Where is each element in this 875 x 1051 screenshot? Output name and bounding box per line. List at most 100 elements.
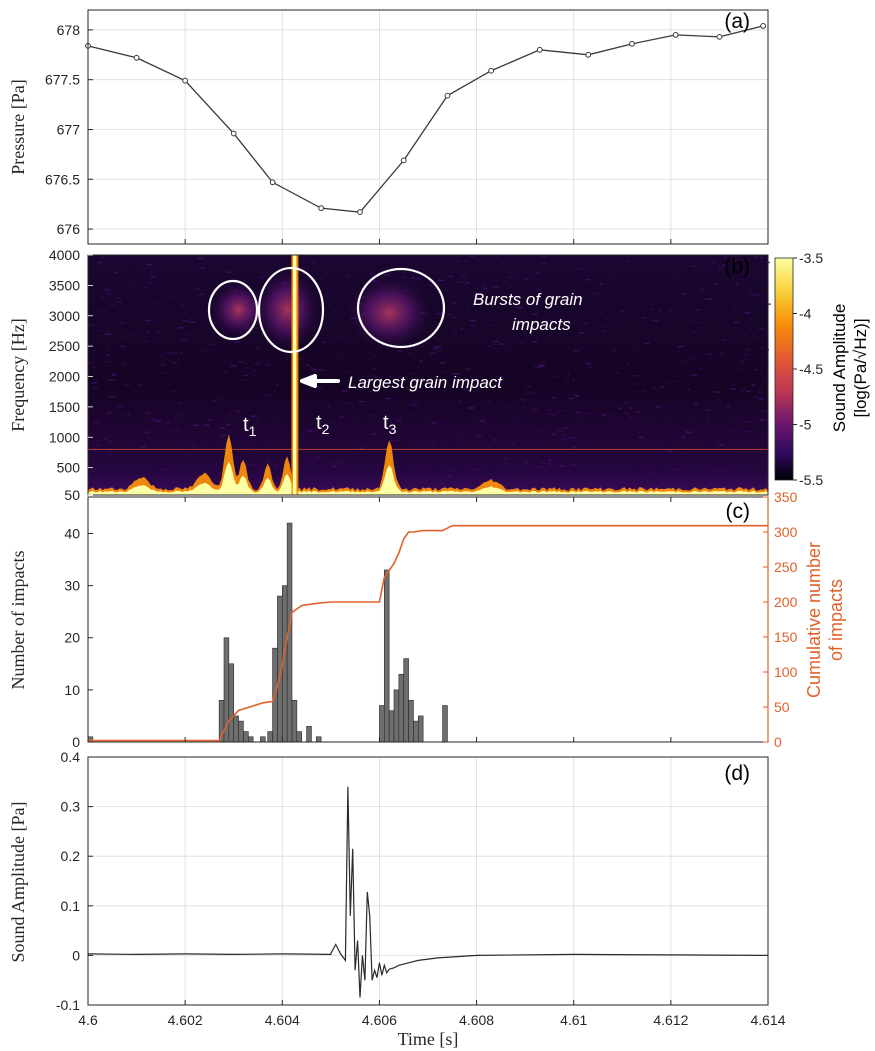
spectrogram-noise xyxy=(421,378,425,380)
spectrogram-noise xyxy=(234,341,240,344)
spectrogram-noise xyxy=(459,442,463,444)
spectrogram-noise xyxy=(720,338,726,341)
spectrogram-noise xyxy=(579,378,585,381)
spectrogram-noise xyxy=(464,460,471,462)
spectrogram-noise xyxy=(413,426,418,429)
spectrogram-noise xyxy=(575,418,580,420)
spectrogram-noise xyxy=(172,457,179,460)
spectrogram-noise xyxy=(184,442,191,445)
spectrogram-noise xyxy=(675,406,680,409)
spectrogram-noise xyxy=(179,414,185,416)
impact-bar xyxy=(398,673,405,743)
spectrogram-noise xyxy=(756,466,763,469)
spectrogram-noise xyxy=(524,278,528,281)
panel-c-ytick-label: 10 xyxy=(64,682,80,698)
spectrogram-noise xyxy=(346,274,352,277)
spectrogram-noise xyxy=(178,257,185,260)
spectrogram-noise xyxy=(557,410,565,412)
spectrogram-noise xyxy=(509,369,516,372)
spectrogram-noise xyxy=(177,294,184,297)
spectrogram-noise xyxy=(329,369,335,372)
spectrogram-noise xyxy=(537,466,544,468)
spectrogram-noise xyxy=(474,468,481,471)
spectrogram-noise xyxy=(482,427,486,429)
spectrogram-noise xyxy=(432,422,436,425)
spectrogram-noise xyxy=(411,405,416,407)
spectrogram-noise xyxy=(686,283,690,285)
spectrogram-noise xyxy=(622,316,628,318)
spectrogram-noise xyxy=(730,366,735,368)
spectrogram-noise xyxy=(117,301,124,303)
spectrogram-noise xyxy=(716,343,723,346)
spectrogram-noise xyxy=(516,282,520,284)
spectrogram-noise xyxy=(282,365,287,368)
spectrogram-noise xyxy=(519,419,526,422)
spectrogram-noise xyxy=(696,380,699,382)
spectrogram-noise xyxy=(532,380,540,383)
impact-bar xyxy=(228,663,235,743)
spectrogram-noise xyxy=(371,374,375,376)
spectrogram-noise xyxy=(366,454,370,457)
spectrogram-noise xyxy=(332,310,337,312)
spectrogram-noise xyxy=(588,366,593,368)
spectrogram-noise xyxy=(668,310,672,312)
panel-c-y2tick-label: 300 xyxy=(774,524,798,540)
spectrogram-noise xyxy=(726,406,730,408)
panel-c-ylabel: Number of impacts xyxy=(8,551,28,690)
impact-bar xyxy=(233,715,239,743)
spectrogram-noise xyxy=(122,255,126,258)
spectrogram-noise xyxy=(117,428,125,430)
spectrogram-noise xyxy=(180,304,185,306)
panel-b-frame xyxy=(87,254,769,496)
spectrogram-noise xyxy=(242,379,248,381)
spectrogram-noise xyxy=(607,340,610,342)
spectrogram-low-energy xyxy=(88,434,768,495)
pressure-point xyxy=(133,54,140,61)
spectrogram-noise xyxy=(506,349,511,352)
spectrogram-noise xyxy=(305,364,309,366)
panel-d-ytick-label: 0 xyxy=(72,947,80,963)
spectrogram-noise xyxy=(500,397,507,399)
panel-b-label: (b) xyxy=(724,255,750,278)
spectrogram-noise xyxy=(739,408,743,411)
spectrogram-noise xyxy=(749,327,752,329)
spectrogram-noise xyxy=(328,423,331,425)
colorbar-tick-label: -3.5 xyxy=(799,250,823,266)
impact-bar xyxy=(403,658,409,743)
spectrogram-noise xyxy=(612,417,619,419)
spectrogram-noise xyxy=(272,466,278,468)
svg-text:t2: t2 xyxy=(316,412,330,437)
spectrogram-noise xyxy=(753,256,757,258)
spectrogram-noise xyxy=(123,336,128,338)
spectrogram-noise xyxy=(317,369,325,371)
spectrogram-noise xyxy=(641,390,647,392)
spectrogram-noise xyxy=(265,394,273,396)
spectrogram-noise xyxy=(531,341,538,343)
spectrogram-noise xyxy=(606,381,610,383)
spectrogram-noise xyxy=(198,458,205,461)
spectrogram-noise xyxy=(106,354,110,356)
spectrogram-noise xyxy=(498,375,504,378)
spectrogram-noise xyxy=(534,366,541,369)
spectrogram-noise xyxy=(526,385,532,388)
spectrogram-noise xyxy=(386,397,392,400)
spectrogram-noise xyxy=(212,332,220,334)
panel-a-ytick-label: 677.5 xyxy=(45,72,80,88)
spectrogram-noise xyxy=(518,342,526,344)
spectrogram-noise xyxy=(689,321,695,323)
spectrogram-noise xyxy=(712,335,716,337)
spectrogram-noise xyxy=(468,407,475,409)
pressure-point xyxy=(318,205,325,212)
spectrogram-noise xyxy=(548,399,552,402)
spectrogram-noise xyxy=(103,437,108,440)
spectrogram-noise xyxy=(754,368,759,371)
spectrogram-noise xyxy=(109,304,116,306)
spectrogram-noise xyxy=(271,423,279,426)
spectrogram-noise xyxy=(437,279,445,282)
spectrogram-noise xyxy=(108,396,116,398)
spectrogram-noise xyxy=(149,418,156,420)
panel-a: 676 676.5 677 677.5 678 Pressure [Pa] (a) xyxy=(8,9,769,245)
panel-d-ytick-label: -0.1 xyxy=(56,997,80,1013)
spectrogram-noise xyxy=(255,420,259,423)
spectrogram-noise xyxy=(737,326,742,328)
